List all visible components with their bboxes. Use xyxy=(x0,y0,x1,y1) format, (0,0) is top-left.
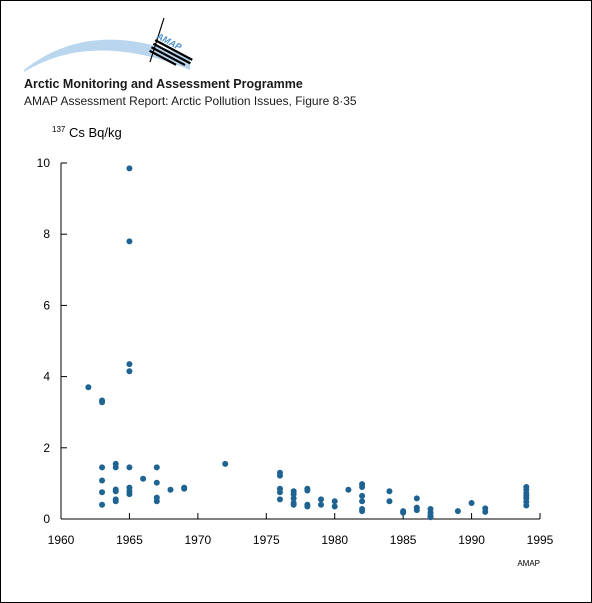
y-tick-label: 4 xyxy=(43,370,50,384)
data-point xyxy=(126,491,133,498)
data-point xyxy=(140,475,147,482)
data-point xyxy=(290,491,297,498)
x-tick-label: 1990 xyxy=(458,533,485,547)
data-point xyxy=(345,486,352,493)
data-point xyxy=(386,488,393,495)
data-point xyxy=(290,501,297,508)
data-point xyxy=(359,492,366,499)
data-point xyxy=(153,464,160,471)
data-point xyxy=(276,496,283,503)
data-point xyxy=(331,503,338,510)
data-point xyxy=(112,464,119,471)
logo-arc-shape xyxy=(24,39,190,72)
x-tick-label: 1980 xyxy=(321,533,348,547)
data-point xyxy=(126,238,133,245)
data-point xyxy=(126,361,133,368)
data-point xyxy=(331,498,338,505)
data-point xyxy=(304,487,311,494)
data-point xyxy=(99,489,106,496)
data-point xyxy=(222,460,229,467)
data-point xyxy=(126,464,133,471)
amap-credit: AMAP xyxy=(517,559,540,568)
data-point xyxy=(99,464,106,471)
data-point xyxy=(454,508,461,515)
data-point xyxy=(167,486,174,493)
x-tick-label: 1965 xyxy=(116,533,143,547)
data-point xyxy=(112,498,119,505)
data-point xyxy=(126,368,133,375)
data-point xyxy=(359,483,366,490)
data-point xyxy=(413,507,420,514)
data-point xyxy=(153,498,160,505)
data-point xyxy=(523,502,530,509)
organization-title: Arctic Monitoring and Assessment Program… xyxy=(24,77,303,91)
data-point xyxy=(181,485,188,492)
y-tick-label: 2 xyxy=(43,441,50,455)
logo-text-stripes xyxy=(149,39,193,67)
data-point xyxy=(413,495,420,502)
x-tick-label: 1960 xyxy=(48,533,75,547)
x-axis-ticks: 1960 1965 1970 1975 1980 1985 1990 1995 xyxy=(48,513,554,547)
data-point xyxy=(359,498,366,505)
data-points xyxy=(85,165,530,521)
data-point xyxy=(427,514,434,521)
x-tick-label: 1995 xyxy=(527,533,554,547)
data-point xyxy=(386,498,393,505)
y-tick-label: 0 xyxy=(43,512,50,526)
data-point xyxy=(153,479,160,486)
data-point xyxy=(304,503,311,510)
data-point xyxy=(359,508,366,515)
y-tick-label: 6 xyxy=(43,298,50,312)
x-tick-label: 1970 xyxy=(185,533,212,547)
data-point xyxy=(99,399,106,406)
data-point xyxy=(290,495,297,502)
data-point xyxy=(276,472,283,479)
data-point xyxy=(318,501,325,508)
x-tick-label: 1985 xyxy=(390,533,417,547)
data-point xyxy=(482,508,489,515)
y-axis-ticks: 0 2 4 6 8 10 xyxy=(37,156,67,526)
data-point xyxy=(318,496,325,503)
data-point xyxy=(126,165,133,172)
data-point xyxy=(85,384,92,391)
y-axis-label-superscript: 137 xyxy=(52,125,66,134)
data-point xyxy=(112,488,119,495)
data-point xyxy=(99,501,106,508)
y-axis-label-main: Cs Bq/kg xyxy=(69,125,122,140)
data-point xyxy=(276,489,283,496)
data-point xyxy=(99,477,106,484)
data-point xyxy=(468,499,475,506)
y-tick-label: 10 xyxy=(37,156,51,170)
y-axis-label: 137 Cs Bq/kg xyxy=(52,120,122,140)
data-point xyxy=(400,509,407,516)
x-tick-label: 1975 xyxy=(253,533,280,547)
y-tick-label: 8 xyxy=(43,227,50,241)
report-reference: AMAP Assessment Report: Arctic Pollution… xyxy=(24,94,357,108)
amap-logo: AMAP xyxy=(24,17,193,72)
